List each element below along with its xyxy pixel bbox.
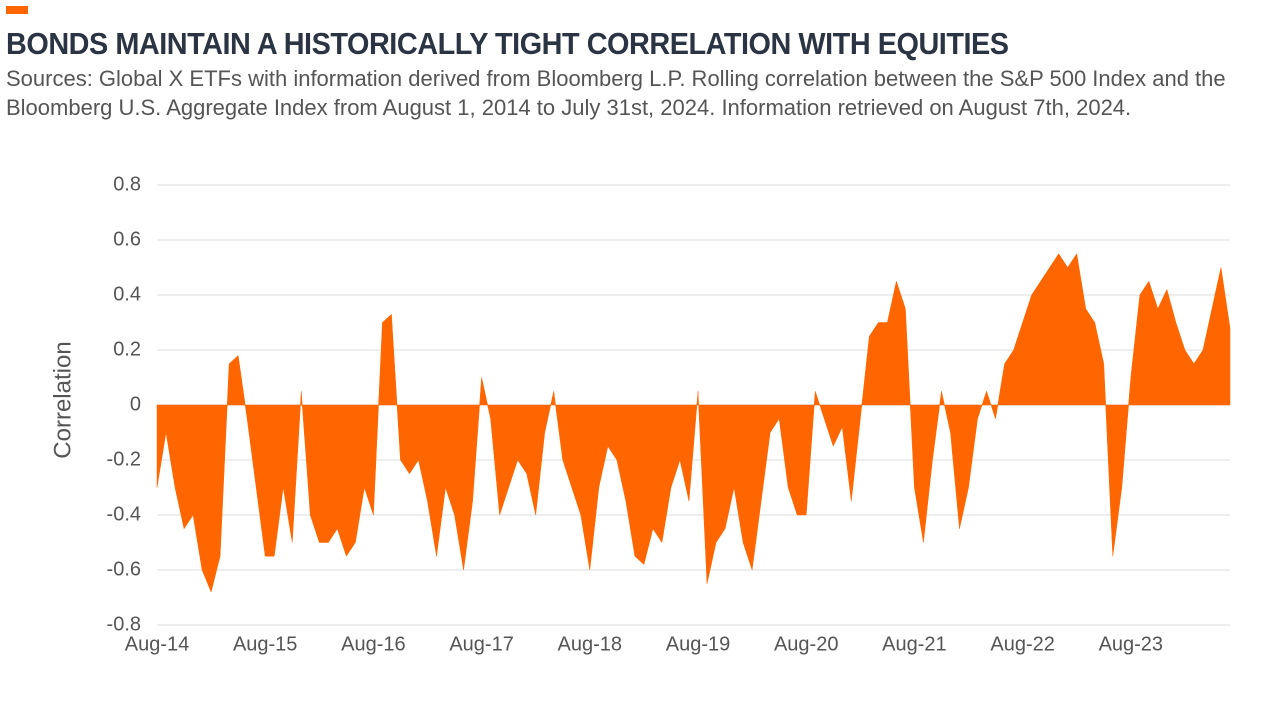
- x-tick-label: Aug-21: [882, 633, 947, 655]
- y-tick-label: 0.6: [113, 228, 141, 250]
- y-tick-label: -0.8: [107, 613, 141, 635]
- x-tick-label: Aug-18: [558, 633, 623, 655]
- x-tick-label: Aug-19: [666, 633, 731, 655]
- y-tick-label: 0.4: [113, 283, 141, 305]
- y-tick-label: -0.6: [107, 558, 141, 580]
- x-tick-label: Aug-23: [1099, 633, 1164, 655]
- chart-subtitle: Sources: Global X ETFs with information …: [6, 66, 1226, 120]
- y-tick-label: 0: [130, 393, 141, 415]
- y-tick-label: 0.8: [113, 173, 141, 195]
- x-tick-label: Aug-15: [233, 633, 298, 655]
- x-tick-label: Aug-22: [990, 633, 1055, 655]
- x-tick-label: Aug-14: [125, 633, 190, 655]
- x-tick-label: Aug-17: [449, 633, 514, 655]
- y-axis-label: Correlation: [49, 341, 76, 458]
- x-tick-label: Aug-16: [341, 633, 406, 655]
- y-tick-label: -0.4: [107, 503, 141, 525]
- y-tick-label: 0.2: [113, 338, 141, 360]
- x-tick-label: Aug-20: [774, 633, 839, 655]
- area: [156, 253, 1231, 593]
- accent-bar: [6, 6, 28, 14]
- chart-title: BONDS MAINTAIN A HISTORICALLY TIGHT CORR…: [6, 26, 1009, 61]
- y-tick-label: -0.2: [107, 448, 141, 470]
